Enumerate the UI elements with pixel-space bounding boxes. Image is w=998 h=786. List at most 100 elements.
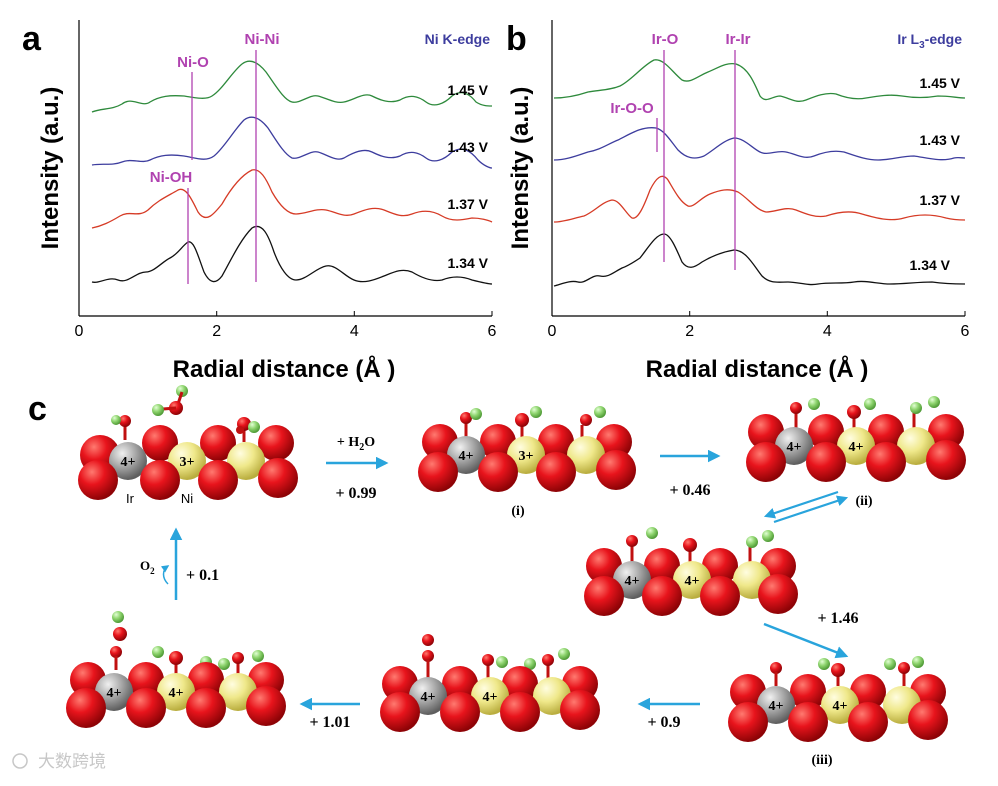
charge-label: 4+ (833, 699, 848, 714)
atom-label-ir: Ir (126, 491, 135, 506)
lattice (418, 424, 636, 492)
x-tick-label: 2 (685, 323, 694, 340)
marker-label-ni-oh: Ni-OH (150, 169, 193, 186)
adsorbate-group (111, 385, 260, 442)
structure-bottom-middle: 4+ 4+ (380, 634, 600, 732)
charge-label: 4+ (421, 690, 436, 705)
o2-label: O2 (140, 558, 155, 576)
atom-label-ni: Ni (181, 491, 193, 506)
panel-label-a: a (22, 20, 42, 58)
panel-label-b: b (506, 20, 527, 58)
step-label: (iii) (812, 753, 833, 768)
charge-label: 4+ (459, 449, 474, 464)
marker-lines-a (187, 50, 257, 284)
adsorbates (110, 611, 264, 676)
structure-iii: 4+ 4+ (iii) (728, 656, 948, 768)
energy-label: + 0.99 (335, 485, 376, 502)
spectra-a (91, 60, 493, 285)
edge-label-b: Ir L3-edge (897, 31, 962, 51)
energy-label: + 0.9 (647, 714, 680, 731)
lattice (78, 425, 298, 500)
watermark-logo-icon (12, 753, 28, 769)
voltage-label: 1.34 V (910, 257, 951, 273)
energy-label: + 0.1 (186, 567, 219, 584)
lattice (746, 414, 966, 482)
step-label: (i) (511, 504, 525, 519)
x-tick-label: 6 (488, 323, 497, 340)
voltage-label: 1.34 V (448, 255, 489, 271)
reaction-reagent-h2o: + H2O (337, 435, 375, 453)
x-tick-labels: 0 2 4 6 (548, 323, 970, 340)
marker-label-ir-o: Ir-O (652, 31, 679, 48)
adsorbates (790, 396, 940, 428)
charge-label: 4+ (849, 440, 864, 455)
watermark: 大数跨境 (12, 752, 106, 771)
voltage-label: 1.37 V (448, 196, 489, 212)
charge-label: 4+ (483, 690, 498, 705)
x-tick-label: 0 (75, 323, 84, 340)
watermark-text: 大数跨境 (38, 752, 106, 771)
voltage-labels-b: 1.45 V 1.43 V 1.37 V 1.34 V (910, 75, 961, 273)
x-tick-label: 4 (823, 323, 832, 340)
lattice (66, 662, 286, 728)
marker-label-ni-ni: Ni-Ni (245, 31, 280, 48)
energy-label: + 1.46 (817, 610, 858, 627)
series-line-1.37V (91, 169, 493, 229)
lattice (728, 674, 948, 742)
panel-a-ni-k-edge: a 0 2 4 6 Radial distance (Å ) Intensity… (22, 20, 497, 383)
panel-label-c: c (28, 390, 47, 428)
charge-label: 4+ (169, 686, 184, 701)
x-tick-marks (551, 311, 966, 316)
series-line-1.45V (91, 60, 493, 113)
reaction-arrow-3 (763, 622, 849, 659)
structure-intermediate: 4+ 4+ (584, 527, 798, 616)
charge-label: 4+ (625, 574, 640, 589)
lattice (584, 548, 798, 616)
charge-label: 4+ (769, 699, 784, 714)
y-axis-label: Intensity (a.u.) (37, 87, 64, 250)
x-tick-marks (78, 311, 493, 316)
energy-label: + 0.46 (669, 482, 710, 499)
step-label: (ii) (855, 494, 872, 509)
lattice (380, 666, 600, 732)
marker-label-ir-ir: Ir-Ir (725, 31, 750, 48)
series-line-1.43V (91, 116, 493, 169)
series-line-1.34V (91, 225, 493, 285)
x-axis-label: Radial distance (Å ) (646, 355, 869, 383)
charge-label: 4+ (787, 440, 802, 455)
charge-label: 4+ (121, 455, 136, 470)
voltage-label: 1.43 V (920, 132, 961, 148)
y-axis-label: Intensity (a.u.) (507, 87, 534, 250)
charge-label: 4+ (685, 574, 700, 589)
panel-c-oer-mechanism: c 4+ 3+ Ir Ni + H2O + 0.99 (28, 385, 966, 768)
spectra-b (553, 59, 966, 287)
x-tick-label: 2 (212, 323, 221, 340)
equilibrium-arrow-back (763, 490, 839, 519)
adsorbates (770, 656, 924, 686)
voltage-label: 1.45 V (448, 82, 489, 98)
equilibrium-arrow-forward (773, 495, 849, 524)
voltage-label: 1.37 V (920, 192, 961, 208)
marker-label-ni-o: Ni-O (177, 54, 209, 71)
structure-initial: 4+ 3+ Ir Ni (78, 385, 298, 506)
marker-label-ir-o-o: Ir-O-O (610, 100, 654, 117)
edge-label-a: Ni K-edge (425, 31, 491, 47)
o2-release-arrow (160, 565, 170, 585)
x-tick-label: 4 (350, 323, 359, 340)
charge-label: 3+ (519, 449, 534, 464)
series-line-1.43V (553, 127, 966, 161)
series-line-1.45V (553, 59, 966, 102)
series-line-1.37V (553, 175, 966, 223)
energy-label: + 1.01 (309, 714, 350, 731)
charge-label: 3+ (180, 455, 195, 470)
structure-i: 4+ 3+ (i) (418, 406, 636, 519)
voltage-label: 1.45 V (920, 75, 961, 91)
panel-b-ir-l3-edge: b 0 2 4 6 Radial distance (Å ) Intensity… (506, 20, 970, 383)
marker-lines-b (656, 50, 736, 270)
series-line-1.34V (553, 233, 966, 287)
x-tick-label: 0 (548, 323, 557, 340)
voltage-labels-a: 1.45 V 1.43 V 1.37 V 1.34 V (448, 82, 489, 271)
structure-ii: 4+ 4+ (ii) (746, 396, 966, 509)
adsorbates (422, 634, 570, 678)
